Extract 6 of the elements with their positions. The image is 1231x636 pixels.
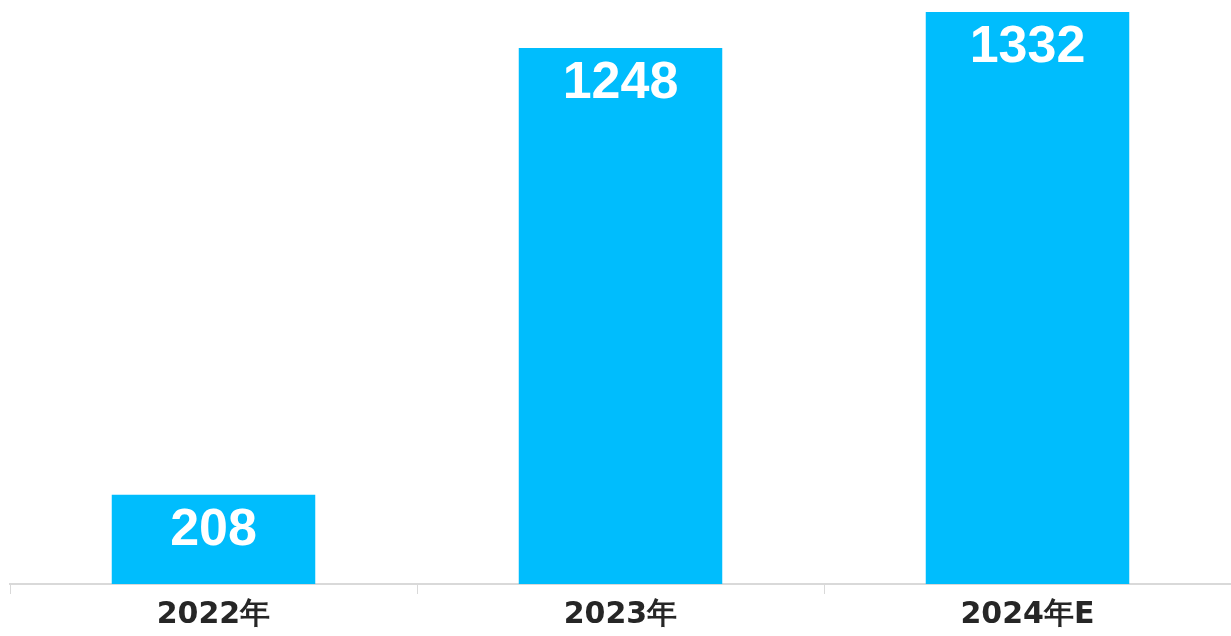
data-label: 1248 xyxy=(562,51,679,110)
data-label: 1332 xyxy=(969,15,1086,74)
x-tick-label: 2024年E xyxy=(960,594,1095,630)
data-label: 208 xyxy=(170,498,257,557)
x-tick-label: 2023年 xyxy=(563,594,678,630)
x-tick-label: 2022年 xyxy=(156,594,271,630)
